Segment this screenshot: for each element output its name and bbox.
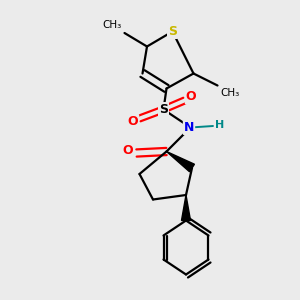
Text: O: O	[128, 115, 138, 128]
Text: H: H	[214, 120, 224, 130]
Text: N: N	[184, 121, 194, 134]
Text: S: S	[159, 103, 168, 116]
Text: CH₃: CH₃	[220, 88, 240, 98]
Text: O: O	[122, 143, 133, 157]
Polygon shape	[167, 152, 194, 172]
Text: CH₃: CH₃	[102, 20, 122, 30]
Text: S: S	[168, 25, 177, 38]
Text: O: O	[186, 90, 196, 104]
Polygon shape	[182, 195, 190, 220]
